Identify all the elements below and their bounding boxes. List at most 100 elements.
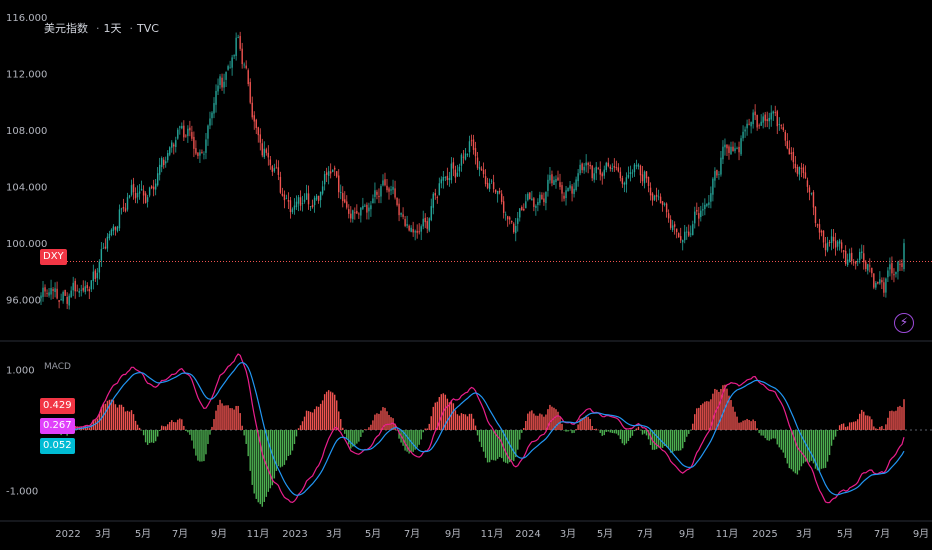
- candle-body: [663, 203, 666, 205]
- price-axis-tick-label: 108.000: [6, 126, 47, 137]
- candle-body: [863, 253, 865, 263]
- candle-body: [52, 289, 54, 291]
- macd-pane: [40, 353, 932, 507]
- macd-histogram-bar: [494, 429, 497, 461]
- candle-body: [116, 226, 119, 232]
- macd-histogram-bar: [315, 406, 318, 430]
- macd-histogram-bar: [855, 421, 857, 430]
- macd-histogram-bar: [118, 404, 121, 430]
- macd-histogram-bar: [661, 429, 664, 448]
- macd-signal-line: [40, 361, 905, 496]
- macd-histogram-bar: [865, 415, 867, 430]
- candle-body: [511, 220, 513, 223]
- candle-body: [156, 173, 159, 186]
- macd-histogram-bar: [551, 406, 553, 430]
- candle-body: [814, 206, 817, 223]
- macd-histogram-bar: [130, 410, 133, 430]
- candle-body: [486, 182, 489, 189]
- macd-histogram-bar: [529, 411, 531, 430]
- price-axis-tick-label: 116.000: [6, 13, 47, 24]
- candle-body: [195, 148, 197, 154]
- candle-body: [130, 185, 133, 195]
- candle-body: [547, 179, 549, 191]
- candle-body: [698, 213, 700, 219]
- candle-body: [144, 193, 147, 204]
- macd-histogram-bar: [257, 429, 259, 503]
- macd-histogram-bar: [402, 429, 404, 446]
- macd-histogram-bar: [98, 414, 101, 430]
- macd-histogram-bar: [838, 425, 841, 430]
- candle-body: [897, 262, 899, 272]
- macd-histogram-bar: [247, 429, 249, 457]
- macd-histogram-bar: [848, 422, 851, 430]
- time-axis-tick-label: 11月: [716, 528, 739, 540]
- interval-label[interactable]: 1天: [103, 22, 122, 35]
- macd-histogram-bar: [714, 388, 716, 430]
- time-axis-tick-label: 5月: [365, 528, 381, 540]
- candle-body: [730, 146, 732, 155]
- macd-histogram-bar: [515, 429, 517, 458]
- candle-body: [531, 198, 533, 201]
- macd-histogram-bar: [364, 429, 366, 430]
- macd-histogram-bar: [374, 414, 376, 430]
- candle-body: [50, 288, 52, 295]
- macd-histogram-bar: [323, 394, 326, 430]
- candle-body: [360, 207, 362, 216]
- macd-histogram-bar: [788, 429, 791, 469]
- candle-body: [692, 224, 694, 235]
- candle-body: [366, 204, 368, 213]
- macd-histogram-bar: [440, 394, 443, 430]
- candle-body: [734, 148, 736, 152]
- symbol-title[interactable]: 美元指数 · 1天 · TVC: [44, 20, 163, 36]
- macd-histogram-bar: [478, 429, 481, 442]
- macd-histogram-bar: [861, 409, 863, 430]
- candle-body: [104, 246, 107, 249]
- lightning-icon[interactable]: ⚡: [894, 313, 914, 333]
- macd-histogram-bar: [850, 422, 853, 430]
- candle-body: [665, 203, 668, 213]
- candle-body: [78, 290, 80, 293]
- macd-histogram-bar: [466, 416, 469, 430]
- macd-histogram-bar: [675, 429, 678, 451]
- macd-histogram-bar: [641, 429, 644, 435]
- macd-histogram-bar: [613, 429, 616, 434]
- macd-histogram-bar: [669, 429, 672, 453]
- candle-body: [675, 228, 678, 233]
- candle-body: [726, 144, 728, 149]
- macd-histogram-bar: [279, 429, 282, 468]
- candle-body: [696, 210, 698, 212]
- candle-body: [655, 194, 658, 197]
- macd-histogram-bar: [836, 429, 839, 431]
- macd-histogram-bar: [392, 418, 394, 430]
- candle-body: [293, 205, 296, 210]
- candle-body: [398, 203, 400, 216]
- macd-histogram-bar: [615, 429, 618, 434]
- candle-body: [579, 164, 581, 174]
- candle-body: [519, 208, 521, 218]
- candle-body: [386, 185, 388, 191]
- macd-histogram-bar: [201, 429, 203, 462]
- candle-body: [523, 208, 525, 211]
- candle-body: [720, 157, 722, 175]
- macd-indicator-label[interactable]: MACD: [44, 362, 71, 372]
- candle-body: [203, 153, 205, 155]
- candle-body: [60, 299, 62, 301]
- macd-histogram-bar: [76, 426, 78, 430]
- candle-body: [281, 193, 284, 196]
- candle-body: [810, 193, 813, 195]
- candle-body: [867, 264, 869, 271]
- candle-body: [265, 149, 268, 153]
- macd-histogram-bar: [263, 429, 266, 502]
- macd-histogram-bar: [820, 429, 823, 469]
- macd-histogram-bar: [732, 406, 734, 430]
- macd-histogram-bar: [414, 429, 416, 450]
- candle-body: [356, 211, 358, 214]
- candle-body: [350, 213, 352, 219]
- candle-body: [476, 157, 479, 168]
- candle-body: [120, 208, 123, 210]
- candle-body: [158, 164, 161, 175]
- macd-histogram-bar: [790, 429, 793, 470]
- time-axis-tick-label: 9月: [445, 528, 461, 540]
- macd-histogram-bar: [197, 429, 199, 461]
